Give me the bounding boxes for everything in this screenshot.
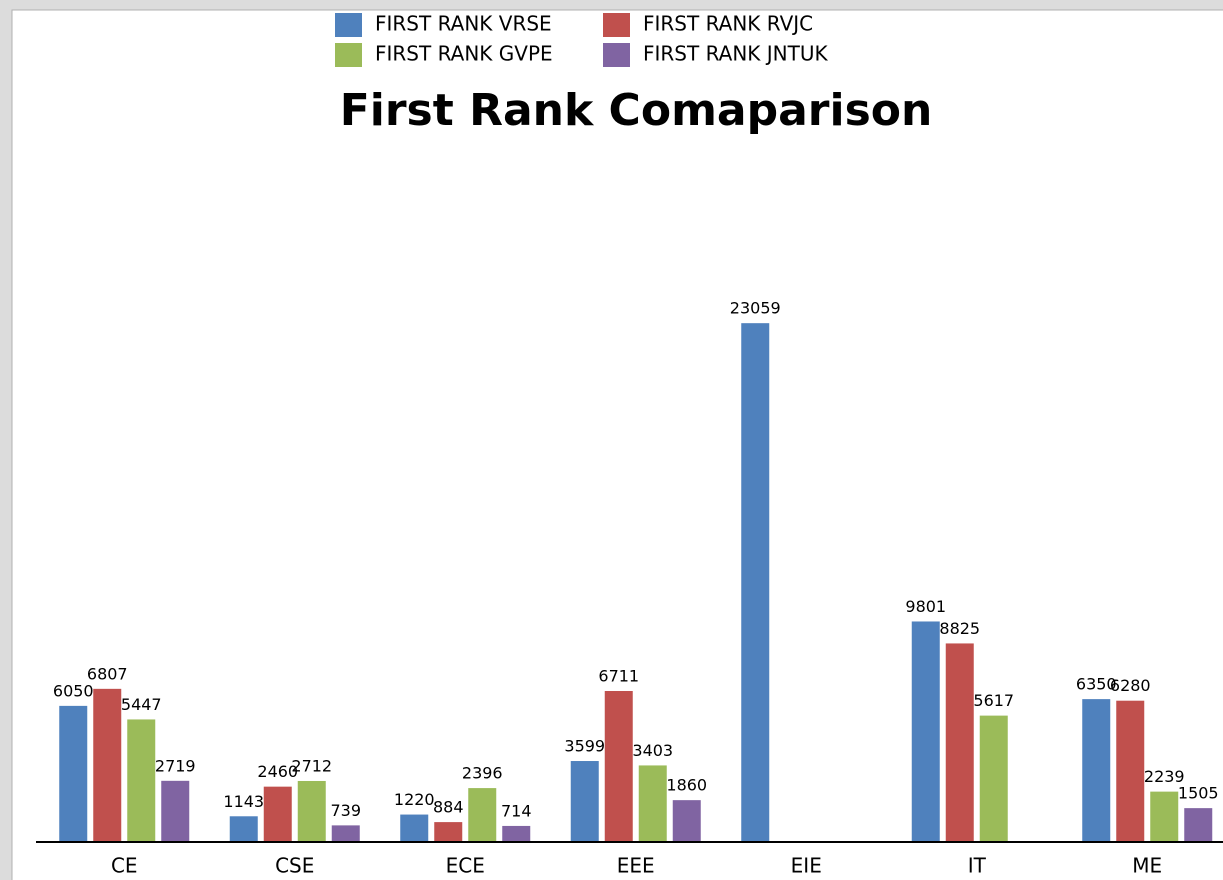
value-label: 23059 [730, 299, 781, 318]
bar [672, 800, 701, 842]
x-tick-label: EEE [617, 854, 655, 878]
value-label: 6280 [1110, 676, 1151, 695]
legend-label: FIRST RANK RVJC [643, 12, 813, 36]
legend-swatch [603, 43, 630, 67]
value-label: 2239 [1144, 767, 1185, 786]
bar [638, 765, 667, 842]
legend-label: FIRST RANK JNTUK [643, 42, 828, 66]
value-label: 1220 [394, 790, 435, 809]
x-tick-label: EIE [791, 854, 822, 878]
value-label: 6050 [53, 681, 94, 700]
x-tick-label: IT [968, 854, 987, 878]
value-label: 3403 [632, 741, 673, 760]
bar [1116, 700, 1145, 842]
legend-label: FIRST RANK VRSE [375, 12, 552, 36]
bar [741, 323, 770, 842]
legend-swatch [603, 13, 630, 37]
chart-title: First Rank Comaparison [340, 85, 933, 136]
legend-swatch [335, 43, 362, 67]
bar [93, 688, 122, 842]
value-label: 1143 [223, 792, 264, 811]
bar [1150, 791, 1179, 842]
value-label: 6350 [1076, 675, 1117, 694]
value-label: 714 [501, 801, 532, 820]
bar [59, 705, 88, 842]
bar [1184, 808, 1213, 842]
bar [331, 825, 360, 842]
value-label: 3599 [564, 737, 605, 756]
bar [400, 814, 429, 842]
value-label: 6807 [87, 664, 128, 683]
legend-swatch [335, 13, 362, 37]
bar [263, 786, 292, 842]
value-label: 1860 [666, 776, 707, 795]
bar [979, 715, 1008, 842]
value-label: 2719 [155, 756, 196, 775]
value-label: 2460 [257, 762, 298, 781]
value-label: 5617 [973, 691, 1014, 710]
value-label: 2712 [291, 756, 332, 775]
bar [161, 780, 190, 842]
bar [127, 719, 156, 842]
bar [911, 621, 940, 842]
value-label: 8825 [939, 619, 980, 638]
x-tick-label: ECE [446, 854, 485, 878]
value-label: 6711 [598, 667, 639, 686]
bar [229, 816, 258, 842]
bar [468, 788, 497, 842]
bar [502, 825, 531, 842]
bar [604, 691, 633, 842]
value-label: 9801 [905, 597, 946, 616]
legend-label: FIRST RANK GVPE [375, 42, 553, 66]
x-tick-label: CSE [275, 854, 314, 878]
x-tick-label: ME [1132, 854, 1162, 878]
bar [945, 643, 974, 842]
bar [1082, 699, 1111, 842]
value-label: 5447 [121, 695, 162, 714]
value-label: 1505 [1178, 784, 1219, 803]
bar [434, 822, 463, 842]
x-tick-label: CE [111, 854, 138, 878]
value-label: 2396 [462, 764, 503, 783]
bar [570, 761, 599, 842]
value-label: 884 [433, 798, 464, 817]
value-label: 739 [330, 801, 361, 820]
bar [297, 780, 326, 842]
